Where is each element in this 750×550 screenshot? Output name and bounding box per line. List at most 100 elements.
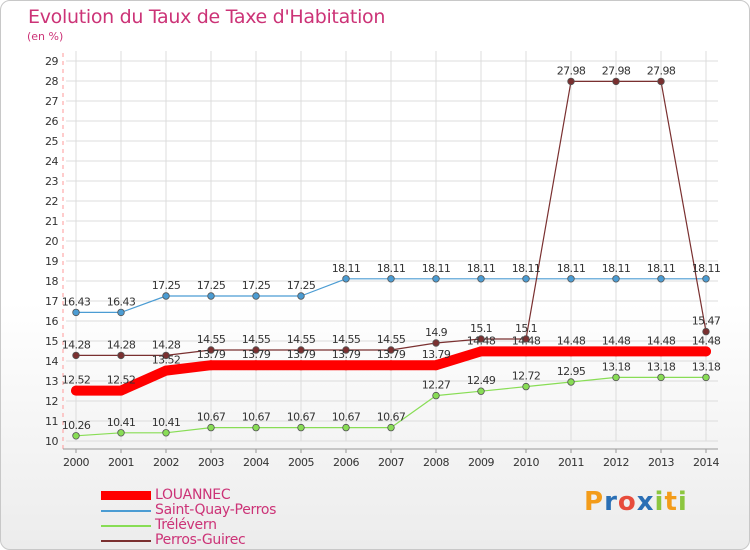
data-point [207, 423, 215, 432]
data-point [522, 335, 530, 343]
data-label: 14.28 [152, 338, 181, 351]
y-tick-label: 13 [45, 375, 58, 388]
chart-title: Evolution du Taux de Taxe d'Habitation [28, 6, 386, 28]
y-tick-label: 12 [45, 395, 58, 408]
data-point [72, 432, 80, 440]
data-point [297, 292, 305, 300]
y-tick-label: 25 [45, 135, 58, 148]
data-label: 16.43 [107, 295, 136, 308]
data-point [387, 275, 395, 283]
data-label: 12.49 [467, 374, 496, 387]
data-point [117, 308, 125, 317]
data-label: 13.18 [602, 360, 631, 373]
data-point [206, 360, 216, 371]
data-point [71, 385, 81, 396]
legend-item: LOUANNEC [101, 487, 361, 503]
chart-unit-label: (en %) [27, 30, 64, 43]
data-label: 13.79 [287, 348, 316, 361]
legend-label: Saint-Quay-Perros [155, 502, 277, 518]
data-point [296, 360, 306, 371]
data-label: 14.28 [62, 338, 91, 351]
data-point [522, 275, 530, 283]
y-tick-label: 10 [45, 435, 58, 448]
data-label: 12.27 [422, 379, 451, 392]
data-label: 10.26 [62, 419, 91, 432]
data-label: 13.79 [332, 348, 361, 361]
data-label: 10.67 [197, 411, 226, 424]
data-label: 16.43 [62, 295, 91, 308]
data-label: 14.55 [332, 333, 361, 346]
data-point [72, 351, 80, 360]
data-label: 14.55 [287, 333, 316, 346]
x-tick-label: 2003 [198, 456, 224, 469]
y-tick-label: 14 [45, 355, 58, 368]
data-point [567, 275, 575, 283]
data-label: 18.11 [422, 262, 451, 275]
data-point [341, 360, 351, 371]
data-label: 12.95 [557, 365, 586, 378]
data-label: 18.11 [557, 262, 586, 275]
y-tick-label: 21 [45, 215, 58, 228]
data-point [252, 292, 260, 300]
proxiti-logo: Proxiti [584, 487, 688, 517]
data-label: 10.67 [377, 411, 406, 424]
data-label: 14.48 [467, 334, 496, 347]
data-point [161, 365, 171, 376]
data-label: 12.52 [62, 374, 91, 387]
logo-letter: r [604, 487, 618, 517]
data-point [477, 387, 485, 395]
data-point [567, 77, 575, 86]
data-point [432, 275, 440, 283]
data-label: 18.11 [602, 262, 631, 275]
data-label: 27.98 [557, 64, 586, 77]
x-tick-label: 2013 [648, 456, 674, 469]
data-point [297, 346, 305, 354]
legend-item: Trélévern [101, 517, 361, 533]
data-point [432, 391, 440, 400]
y-tick-label: 29 [45, 55, 58, 68]
x-tick-label: 2008 [423, 456, 449, 469]
logo-letter: i [677, 487, 688, 517]
data-point [612, 275, 620, 283]
data-label: 12.72 [512, 370, 541, 383]
data-label: 15.1 [470, 322, 492, 335]
x-tick-label: 2001 [108, 456, 134, 469]
y-tick-label: 11 [45, 415, 58, 428]
data-label: 14.48 [557, 334, 586, 347]
data-label: 14.55 [242, 333, 271, 346]
data-label: 13.18 [692, 360, 721, 373]
logo-letter: P [584, 487, 605, 517]
y-tick-label: 17 [45, 295, 58, 308]
y-tick-label: 26 [45, 115, 58, 128]
data-point [252, 423, 260, 432]
data-point [432, 339, 440, 347]
data-point [566, 346, 576, 357]
data-point [386, 360, 396, 371]
data-label: 13.79 [422, 348, 451, 361]
data-label: 14.48 [647, 334, 676, 347]
data-label: 17.25 [242, 279, 271, 292]
data-label: 15.47 [692, 315, 721, 328]
legend-swatch [101, 540, 151, 542]
data-label: 10.41 [107, 416, 136, 429]
data-label: 12.52 [107, 374, 136, 387]
x-tick-label: 2000 [63, 456, 89, 469]
data-point [162, 429, 170, 437]
data-label: 13.79 [377, 348, 406, 361]
y-tick-label: 19 [45, 255, 58, 268]
data-label: 18.11 [377, 262, 406, 275]
data-point [116, 385, 126, 396]
legend-label: Perros-Guirec [155, 532, 246, 548]
legend-label: Trélévern [155, 517, 217, 533]
data-point [702, 275, 710, 283]
data-label: 27.98 [647, 64, 676, 77]
y-tick-label: 18 [45, 275, 58, 288]
data-point [611, 346, 621, 357]
x-tick-label: 2004 [243, 456, 269, 469]
x-tick-label: 2005 [288, 456, 314, 469]
data-point [477, 335, 485, 343]
y-tick-label: 16 [45, 315, 58, 328]
data-label: 17.25 [287, 279, 316, 292]
